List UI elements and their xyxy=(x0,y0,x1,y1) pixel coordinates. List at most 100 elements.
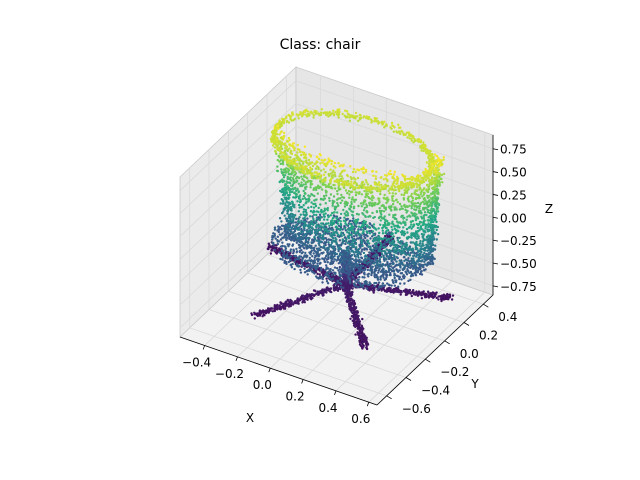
point xyxy=(293,267,296,271)
point xyxy=(319,240,323,243)
point xyxy=(450,298,454,301)
point xyxy=(433,209,436,213)
point xyxy=(339,244,343,247)
point xyxy=(284,142,287,145)
point xyxy=(320,268,323,272)
point xyxy=(277,142,280,145)
point xyxy=(346,300,349,304)
point xyxy=(331,256,334,259)
point xyxy=(348,259,351,262)
point xyxy=(271,135,274,138)
point xyxy=(313,194,316,198)
point xyxy=(281,236,284,239)
point xyxy=(332,222,335,225)
point xyxy=(429,155,432,158)
point xyxy=(299,268,302,272)
point xyxy=(410,265,413,269)
y-grid-floor xyxy=(208,309,407,378)
point xyxy=(339,212,343,216)
point xyxy=(354,273,357,276)
point xyxy=(335,225,338,228)
point xyxy=(345,278,349,282)
point xyxy=(286,224,289,228)
point xyxy=(304,113,308,116)
point xyxy=(392,256,395,260)
point xyxy=(360,257,364,260)
point xyxy=(440,299,443,303)
z-grid-left xyxy=(179,103,297,214)
point xyxy=(316,262,319,265)
point xyxy=(288,177,292,180)
point xyxy=(341,238,344,241)
point xyxy=(351,115,354,119)
point xyxy=(335,259,338,262)
point xyxy=(280,198,283,201)
point xyxy=(288,229,292,232)
point xyxy=(312,202,315,206)
point xyxy=(283,303,287,307)
point xyxy=(308,169,312,173)
point xyxy=(277,225,280,228)
point xyxy=(357,204,360,208)
point xyxy=(269,137,273,140)
point xyxy=(317,157,321,161)
point xyxy=(331,202,334,205)
point xyxy=(427,155,430,158)
point xyxy=(328,197,331,200)
point xyxy=(337,162,340,165)
point xyxy=(262,311,265,314)
point xyxy=(413,138,416,141)
point xyxy=(327,172,330,176)
point xyxy=(430,258,433,261)
point xyxy=(299,198,302,202)
point xyxy=(296,200,299,203)
point xyxy=(294,177,298,180)
point xyxy=(369,246,372,250)
point xyxy=(324,170,327,174)
point xyxy=(321,281,324,284)
point xyxy=(365,255,369,258)
point xyxy=(318,224,321,228)
point xyxy=(276,158,279,162)
point xyxy=(311,174,314,177)
point xyxy=(325,229,329,232)
point xyxy=(329,193,333,196)
point xyxy=(303,197,307,200)
point xyxy=(346,211,349,215)
point xyxy=(298,194,302,197)
point xyxy=(298,158,301,161)
point xyxy=(324,179,327,182)
point xyxy=(417,294,420,297)
point xyxy=(381,122,385,125)
point xyxy=(304,176,308,179)
point xyxy=(309,253,312,256)
point xyxy=(303,152,306,155)
point xyxy=(371,248,374,252)
point xyxy=(341,170,344,173)
point xyxy=(303,156,307,160)
point xyxy=(285,170,288,173)
point xyxy=(331,187,334,190)
point xyxy=(354,178,357,181)
point xyxy=(364,168,368,172)
point xyxy=(294,226,297,230)
point xyxy=(362,230,365,233)
point xyxy=(298,249,302,252)
point xyxy=(290,119,294,122)
point xyxy=(351,214,355,217)
point xyxy=(289,115,292,119)
point xyxy=(365,230,368,233)
point xyxy=(308,198,311,201)
y-grid-floor xyxy=(228,290,426,360)
point xyxy=(330,162,333,166)
point xyxy=(314,171,317,174)
point xyxy=(256,314,260,318)
point xyxy=(295,239,298,242)
point xyxy=(436,233,440,236)
point xyxy=(352,231,355,234)
point xyxy=(336,220,340,223)
point xyxy=(285,190,288,193)
point xyxy=(338,272,341,275)
point xyxy=(347,190,351,193)
point xyxy=(351,257,354,261)
